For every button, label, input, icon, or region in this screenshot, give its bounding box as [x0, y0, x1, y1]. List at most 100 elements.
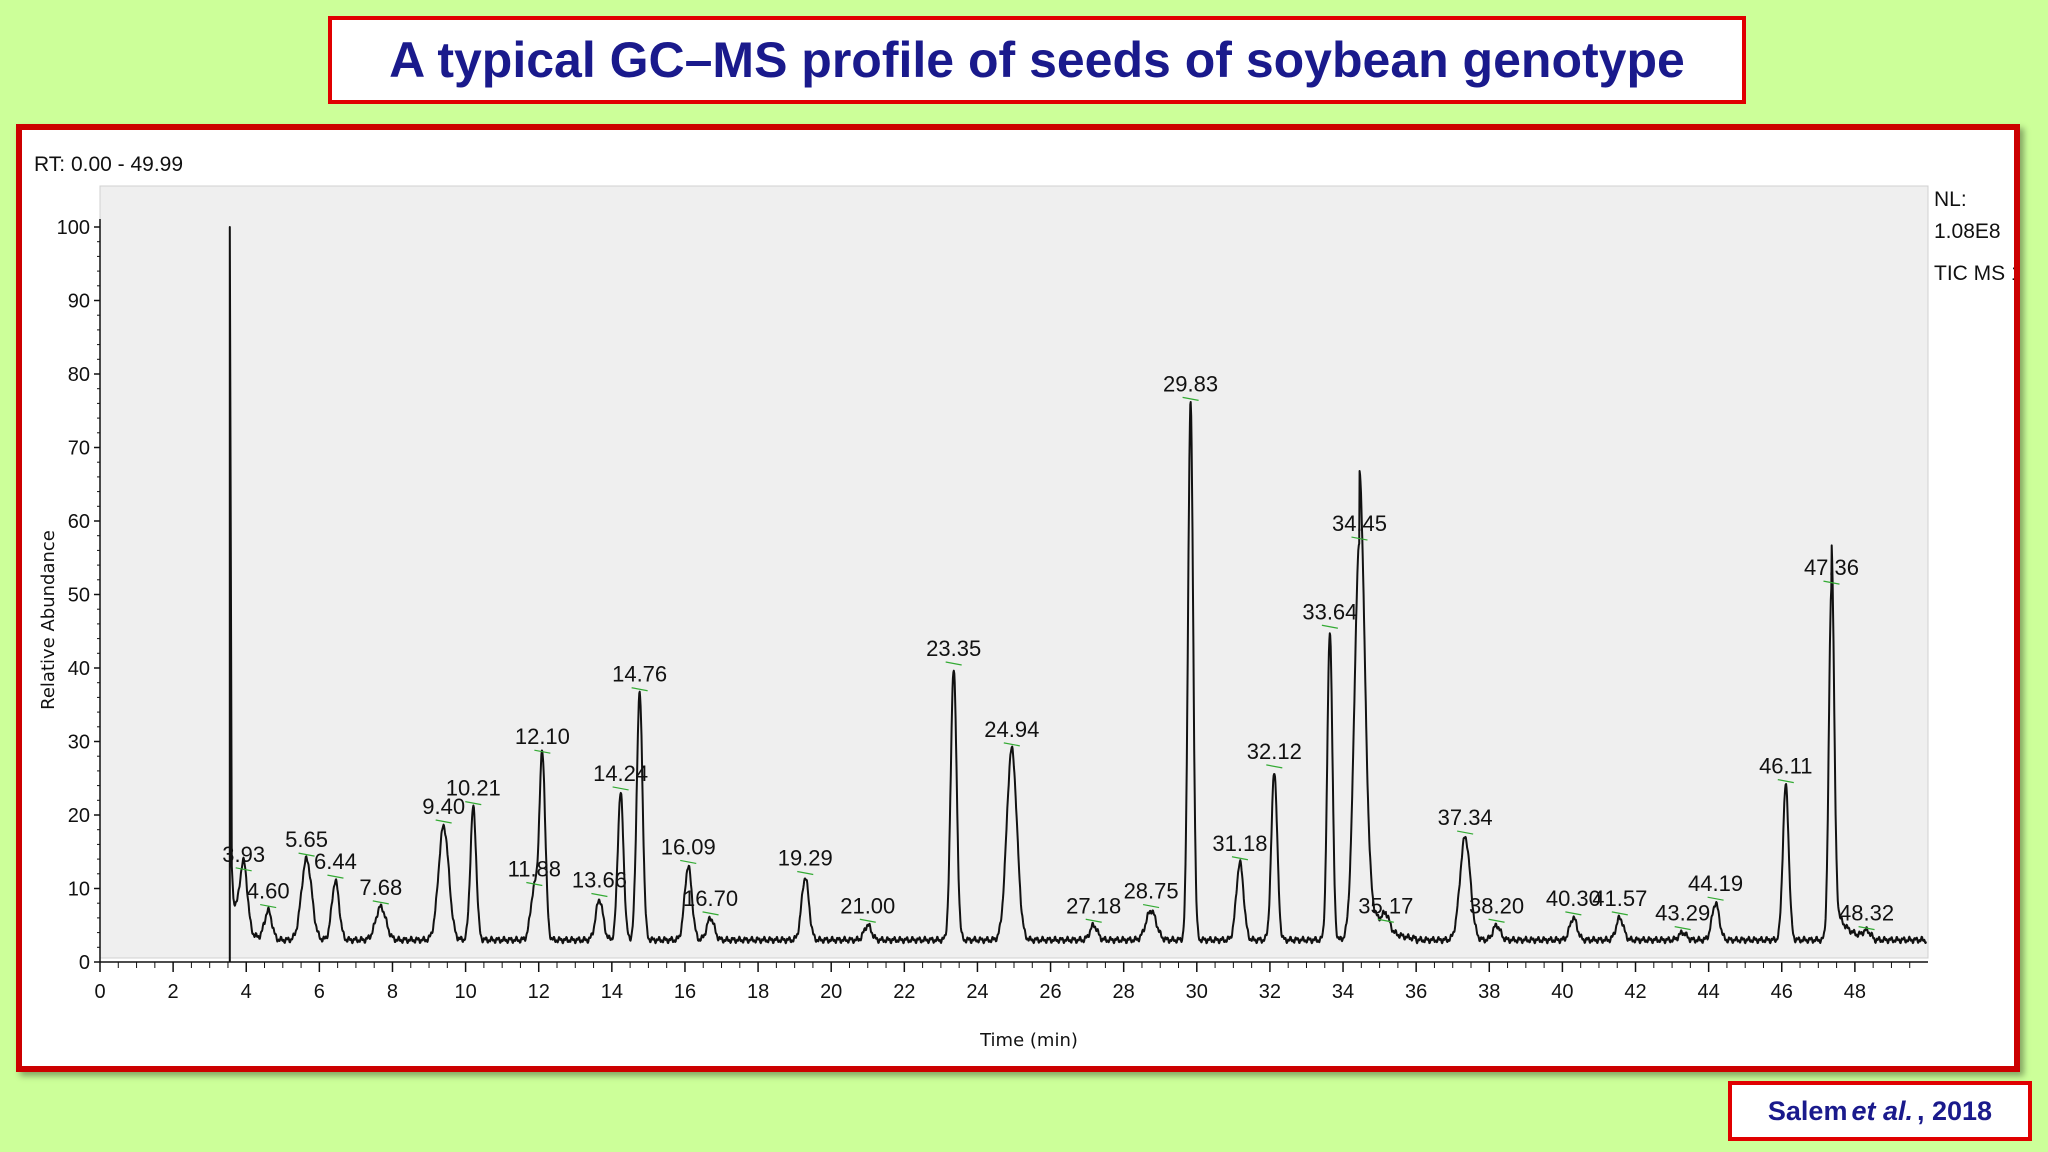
peak-label: 35.17: [1358, 893, 1413, 918]
y-tick-label: 10: [68, 879, 90, 901]
peak-label-leader: [1777, 779, 1794, 784]
peak-label: 43.29: [1655, 901, 1710, 926]
x-tick-label: 20: [820, 981, 842, 1003]
x-tick-label: 0: [94, 981, 105, 1003]
peak-label: 10.21: [446, 776, 501, 801]
peak-label-leader: [534, 749, 551, 754]
x-tick-label: 44: [1698, 981, 1720, 1003]
y-tick-label: 70: [68, 438, 90, 460]
peak-label-leader: [1182, 396, 1199, 401]
peak-label-leader: [298, 852, 315, 857]
peak-label-leader: [1085, 918, 1102, 923]
peak-label-leader: [945, 661, 962, 666]
peak-label-leader: [631, 687, 648, 692]
peak-label: 29.83: [1163, 371, 1218, 396]
peak-label-leader: [372, 900, 389, 905]
peak-label: 24.94: [984, 717, 1039, 742]
peak-label-leader: [327, 874, 344, 879]
peak-label: 38.20: [1469, 893, 1524, 918]
y-tick-label: 60: [68, 511, 90, 533]
peak-label: 27.18: [1066, 893, 1121, 918]
peak-label: 3.93: [222, 842, 265, 867]
x-tick-label: 16: [674, 981, 696, 1003]
nl-value: 1.08E8: [1934, 220, 2001, 243]
peak-label-leader: [797, 870, 814, 876]
peak-label-leader: [235, 867, 252, 872]
x-tick-label: 28: [1113, 981, 1135, 1003]
peak-label: 48.32: [1839, 901, 1894, 926]
peak-label: 44.19: [1688, 871, 1743, 896]
peak-label-leader: [612, 786, 629, 791]
peak-label: 33.64: [1302, 599, 1357, 624]
peak-label: 5.65: [285, 827, 328, 852]
peak-label-leader: [1611, 911, 1628, 916]
x-tick-label: 30: [1186, 981, 1208, 1003]
x-tick-label: 48: [1844, 981, 1866, 1003]
peak-label: 37.34: [1438, 805, 1493, 830]
y-tick-label: 40: [68, 658, 90, 680]
peak-label-leader: [1321, 624, 1338, 629]
peak-label-leader: [1231, 856, 1249, 861]
x-tick-label: 32: [1259, 981, 1281, 1003]
peak-label: 32.12: [1247, 739, 1302, 764]
peak-label: 28.75: [1124, 879, 1179, 904]
x-tick-label: 4: [241, 981, 252, 1003]
citation-author: Salem: [1767, 1095, 1848, 1126]
y-tick-label: 80: [68, 364, 90, 386]
x-tick-label: 38: [1478, 981, 1500, 1003]
gc-ms-chromatogram: RT: 0.00 - 49.99 NL: 1.08E8 TIC MS 1 Tim…: [34, 153, 2014, 1051]
x-tick-label: 46: [1771, 981, 1793, 1003]
peak-label-leader: [859, 918, 876, 923]
x-tick-label: 24: [966, 981, 988, 1003]
peak-label-leader: [1003, 742, 1020, 747]
peak-label-leader: [1142, 903, 1160, 909]
y-tick-label: 20: [68, 805, 90, 827]
peak-label-leader: [1377, 918, 1394, 923]
y-tick-label: 30: [68, 732, 90, 754]
tic-trace: [228, 226, 1927, 962]
peak-label-leader: [1707, 896, 1724, 901]
peak-label: 12.10: [515, 724, 570, 749]
peak-label: 14.76: [612, 662, 667, 687]
peak-label-leader: [680, 859, 697, 865]
peak-label-leader: [465, 801, 482, 806]
x-tick-label: 34: [1332, 981, 1354, 1003]
x-tick-label: 26: [1039, 981, 1061, 1003]
x-tick-label: 40: [1551, 981, 1573, 1003]
peak-label: 23.35: [926, 636, 981, 661]
x-tick-label: 14: [601, 981, 623, 1003]
x-tick-label: 18: [747, 981, 769, 1003]
x-tick-label: 8: [387, 981, 398, 1003]
peak-label-leader: [1488, 918, 1505, 923]
peak-label: 31.18: [1212, 831, 1267, 856]
peak-label-leader: [591, 892, 608, 898]
citation: Salem et al. , 2018: [1728, 1081, 2032, 1141]
y-tick-label: 0: [79, 952, 90, 974]
peak-label: 11.88: [508, 857, 561, 882]
slide-title: A typical GC–MS profile of seeds of soyb…: [389, 32, 1685, 88]
rt-range-label: RT: 0.00 - 49.99: [34, 153, 183, 176]
peak-label: 21.00: [840, 893, 895, 918]
peak-label: 19.29: [778, 845, 833, 870]
peak-label-leader: [1351, 536, 1368, 541]
citation-year: , 2018: [1917, 1095, 1993, 1126]
peak-label: 13.66: [572, 868, 627, 893]
citation-etal: et al.: [1851, 1095, 1913, 1126]
nl-label: NL:: [1934, 188, 1967, 211]
y-axis-title: Relative Abundance: [38, 530, 59, 710]
peak-label-leader: [1457, 830, 1474, 835]
peak-label-leader: [1266, 764, 1283, 769]
peak-label: 4.60: [247, 879, 290, 904]
trace-label: TIC MS 1: [1934, 262, 2014, 285]
x-tick-label: 10: [454, 981, 476, 1003]
peak-label: 34.45: [1332, 511, 1387, 536]
peak-label: 41.57: [1592, 886, 1647, 911]
x-tick-label: 22: [893, 981, 915, 1003]
peak-label: 47.36: [1804, 555, 1859, 580]
peak-label: 40.30: [1546, 886, 1601, 911]
y-tick-label: 50: [68, 585, 90, 607]
peak-label-leader: [526, 881, 543, 887]
x-tick-label: 12: [528, 981, 550, 1003]
x-tick-label: 36: [1405, 981, 1427, 1003]
peak-label-leader: [1858, 926, 1875, 931]
